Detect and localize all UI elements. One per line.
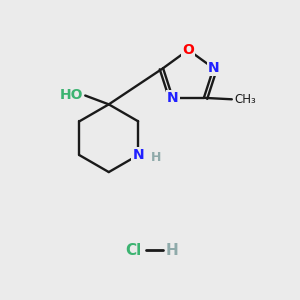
Text: HO: HO	[59, 88, 83, 102]
Text: O: O	[182, 43, 194, 57]
Text: H: H	[151, 151, 161, 164]
Text: H: H	[165, 243, 178, 258]
Text: N: N	[167, 91, 178, 105]
Text: CH₃: CH₃	[234, 93, 256, 106]
Text: Cl: Cl	[125, 243, 142, 258]
Text: N: N	[208, 61, 219, 75]
Text: N: N	[132, 148, 144, 162]
